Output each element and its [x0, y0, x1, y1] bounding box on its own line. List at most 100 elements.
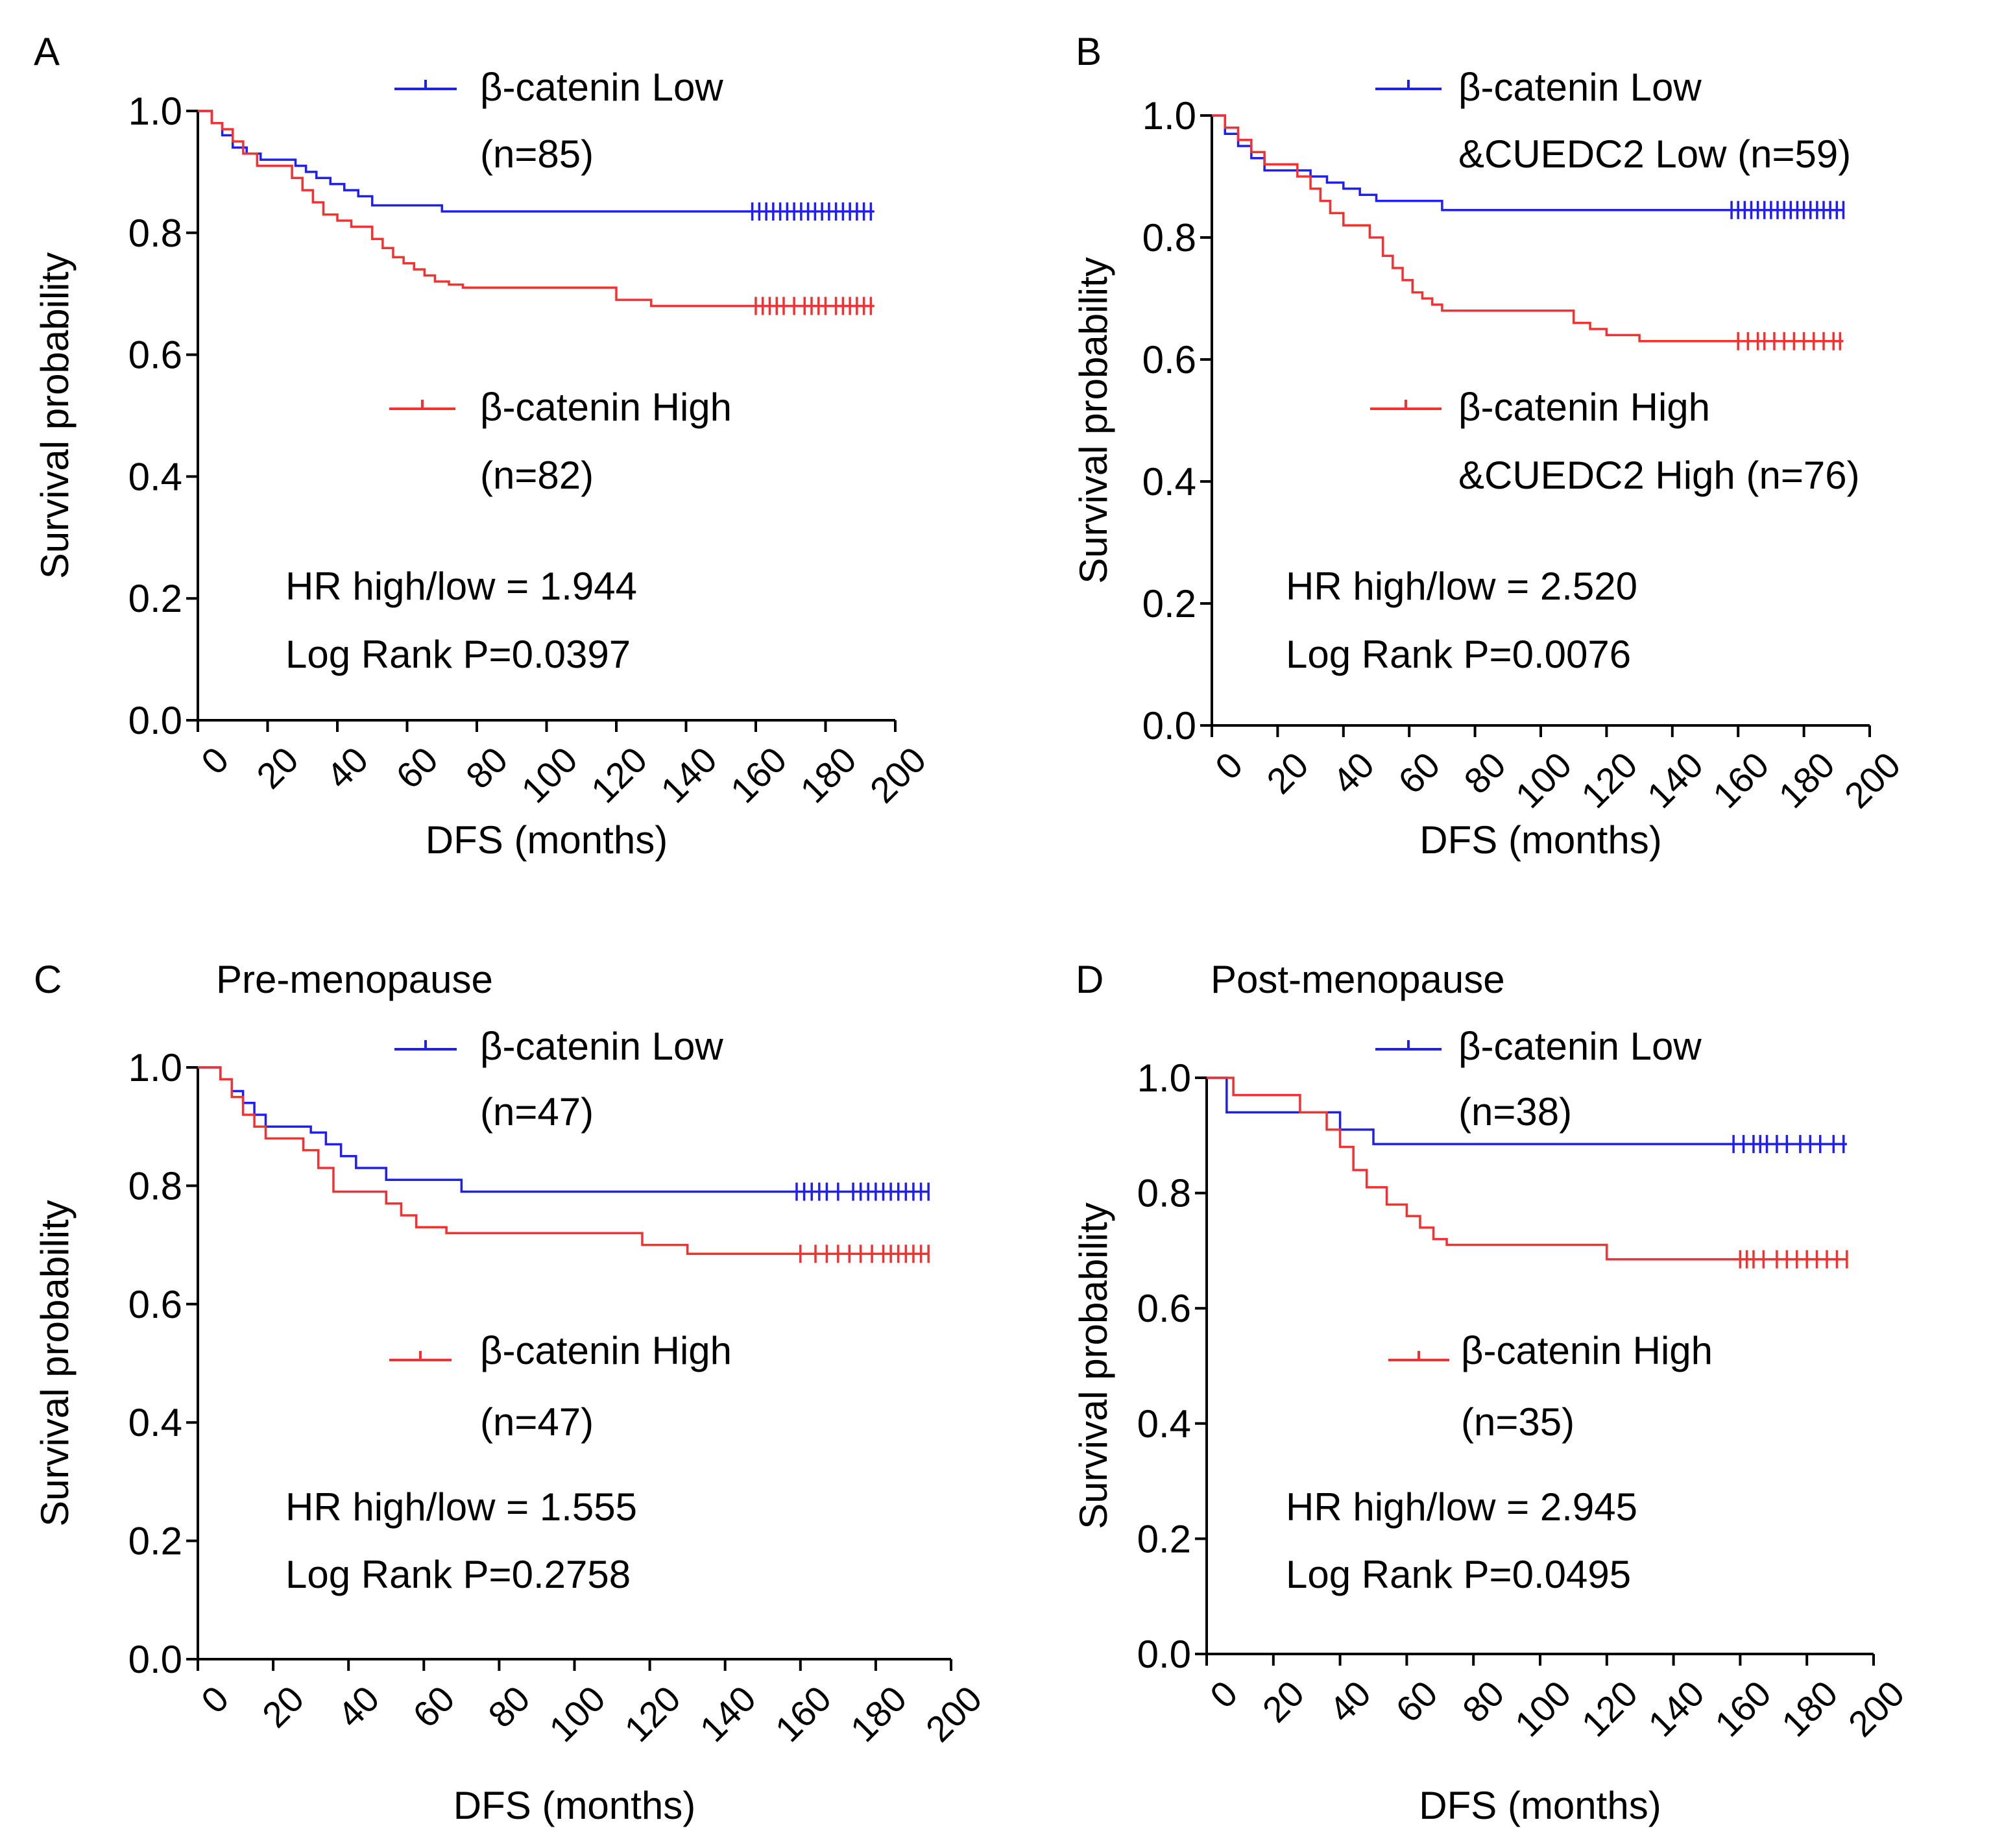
x-tick-label: 0: [1202, 1673, 1246, 1716]
x-tick-label: 40: [319, 739, 376, 797]
x-tick-label: 180: [792, 739, 864, 811]
legend-label-high: (n=47): [480, 1400, 594, 1444]
legend-label-low: &CUEDC2 Low (n=59): [1458, 132, 1851, 176]
x-axis-title: DFS (months): [426, 818, 668, 862]
legend-label-high: &CUEDC2 High (n=76): [1458, 454, 1860, 497]
x-tick-label: 60: [1388, 1673, 1445, 1731]
legend-label-high: β-catenin High: [480, 1329, 732, 1372]
legend-label-low: (n=85): [480, 132, 594, 176]
x-tick-label: 100: [1508, 744, 1580, 816]
y-axis-title: Survival probability: [33, 252, 77, 579]
y-tick-label: 1.0: [128, 1046, 182, 1089]
y-axis-title: Survival probability: [33, 1200, 77, 1527]
log-rank-text: Log Rank P=0.0495: [1286, 1553, 1631, 1596]
x-tick-label: 100: [541, 1678, 613, 1750]
x-tick-label: 0: [193, 739, 237, 783]
x-tick-label: 40: [1325, 744, 1382, 802]
km-curve-high: [1207, 1076, 1847, 1261]
legend-label-high: β-catenin High: [1461, 1329, 1713, 1372]
y-tick-label: 0.8: [128, 1164, 182, 1208]
y-tick-label: 0.0: [1137, 1633, 1191, 1676]
x-tick-label: 200: [1840, 1673, 1913, 1745]
x-tick-label: 180: [1770, 744, 1842, 816]
hazard-ratio-text: HR high/low = 1.944: [285, 565, 637, 608]
x-tick-label: 80: [1454, 1673, 1512, 1731]
x-tick-label: 100: [513, 739, 585, 811]
y-tick-label: 0.6: [128, 334, 182, 377]
panel-letter: A: [34, 30, 60, 73]
x-tick-label: 160: [767, 1678, 839, 1750]
x-tick-label: 20: [254, 1678, 312, 1736]
x-tick-label: 80: [458, 739, 516, 797]
x-tick-label: 120: [1573, 744, 1645, 816]
log-rank-text: Log Rank P=0.0397: [285, 633, 631, 676]
y-tick-label: 0.4: [1142, 460, 1196, 504]
km-curve-low: [1207, 1076, 1847, 1145]
x-tick-label: 60: [1390, 744, 1448, 802]
x-tick-label: 40: [330, 1678, 387, 1736]
x-tick-label: 0: [193, 1678, 237, 1721]
legend-label-low: β-catenin Low: [1458, 66, 1702, 109]
x-tick-label: 140: [692, 1678, 764, 1750]
panel-subtitle: Post-menopause: [1211, 958, 1505, 1001]
x-tick-label: 200: [918, 1678, 990, 1750]
y-tick-label: 0.2: [128, 1520, 182, 1563]
hazard-ratio-text: HR high/low = 1.555: [285, 1485, 637, 1529]
x-tick-label: 20: [1255, 1673, 1312, 1731]
x-tick-label: 200: [862, 739, 934, 811]
y-tick-label: 0.0: [1142, 704, 1196, 748]
x-tick-label: 160: [1705, 744, 1777, 816]
x-tick-label: 120: [616, 1678, 688, 1750]
legend-label-low: (n=38): [1458, 1090, 1572, 1134]
km-curve-high: [1212, 114, 1844, 343]
km-curve-high: [198, 1066, 929, 1256]
y-tick-label: 0.2: [128, 577, 182, 620]
x-axis-title: DFS (months): [1419, 1784, 1661, 1827]
x-axis-title: DFS (months): [1419, 818, 1661, 862]
x-tick-label: 140: [1639, 744, 1711, 816]
legend-label-low: β-catenin Low: [480, 1025, 723, 1068]
x-tick-label: 0: [1207, 744, 1251, 788]
y-axis-title: Survival probability: [1072, 257, 1115, 584]
panel-letter: C: [34, 958, 62, 1001]
km-curve-high: [198, 110, 875, 308]
y-tick-label: 0.6: [1137, 1287, 1191, 1330]
x-tick-label: 60: [388, 739, 446, 797]
legend-label-high: (n=82): [480, 454, 594, 497]
km-curve-low: [198, 110, 875, 213]
legend-label-low: (n=47): [480, 1090, 594, 1134]
legend-label-high: (n=35): [1461, 1400, 1575, 1444]
x-tick-label: 120: [583, 739, 655, 811]
panel-letter: D: [1076, 958, 1104, 1001]
x-tick-label: 60: [405, 1678, 463, 1736]
panel-letter: B: [1076, 30, 1102, 73]
hazard-ratio-text: HR high/low = 2.520: [1286, 565, 1637, 608]
x-tick-label: 200: [1837, 744, 1909, 816]
y-tick-label: 0.0: [128, 1638, 182, 1681]
y-tick-label: 1.0: [1137, 1056, 1191, 1100]
y-tick-label: 0.6: [1142, 338, 1196, 382]
y-tick-label: 0.0: [128, 699, 182, 742]
panel-b: B 0.0 0.2 0.4 0.6 0.8 1.0 0 20 40 60 80100120140160…: [1072, 30, 1908, 862]
log-rank-text: Log Rank P=0.2758: [285, 1553, 631, 1596]
y-tick-label: 0.8: [1142, 216, 1196, 260]
panel-subtitle: Pre-menopause: [216, 958, 493, 1001]
x-tick-label: 100: [1507, 1673, 1579, 1745]
y-tick-label: 0.2: [1142, 582, 1196, 626]
y-tick-label: 0.4: [1137, 1402, 1191, 1446]
x-tick-label: 40: [1321, 1673, 1379, 1731]
y-tick-label: 0.4: [128, 455, 182, 498]
panel-c: C Pre-menopause 0.0 0.2 0.4 0.6 0.8 1.0 0 20 40 60 8…: [33, 958, 989, 1827]
x-tick-label: 120: [1574, 1673, 1646, 1745]
log-rank-text: Log Rank P=0.0076: [1286, 633, 1631, 676]
x-tick-label: 20: [1259, 744, 1316, 802]
x-tick-label: 160: [723, 739, 795, 811]
y-tick-label: 0.6: [128, 1283, 182, 1326]
legend-label-high: β-catenin High: [1458, 385, 1710, 429]
x-tick-label: 160: [1707, 1673, 1779, 1745]
legend-label-low: β-catenin Low: [480, 66, 723, 109]
x-tick-label: 140: [1640, 1673, 1712, 1745]
y-tick-label: 0.4: [128, 1401, 182, 1444]
x-tick-label: 140: [653, 739, 725, 811]
